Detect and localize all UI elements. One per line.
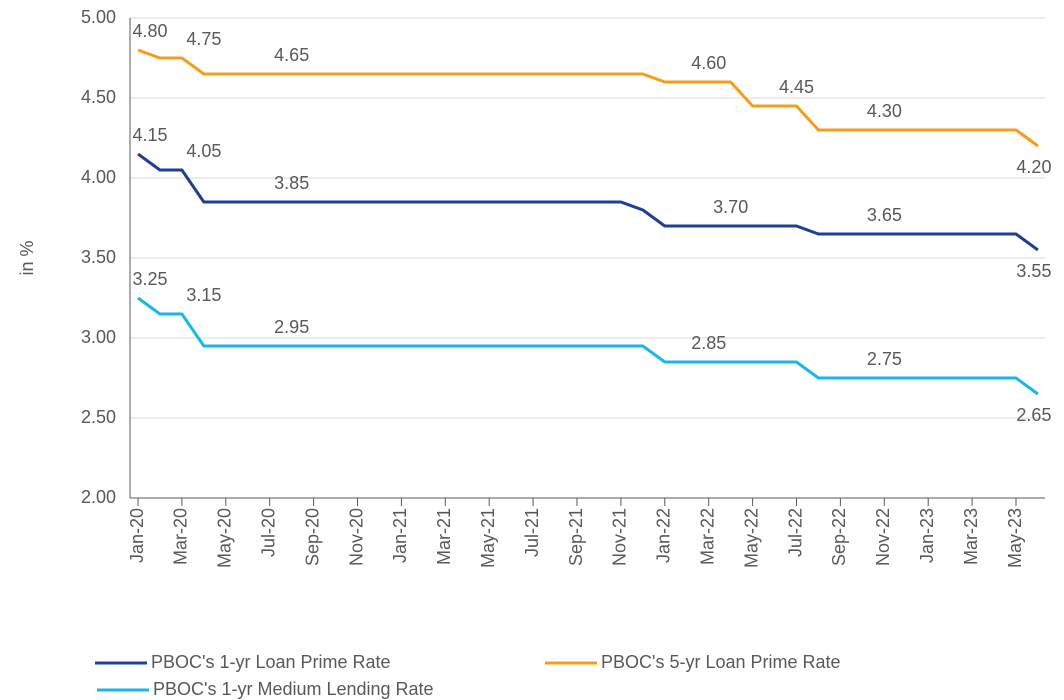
data-label: 3.55 bbox=[1016, 261, 1051, 281]
y-tick-label: 4.00 bbox=[81, 167, 116, 187]
x-tick-label: Mar-23 bbox=[961, 508, 981, 565]
x-tick-label: Sep-22 bbox=[829, 508, 849, 566]
x-tick-label: Jan-20 bbox=[127, 508, 147, 563]
data-label: 3.85 bbox=[274, 173, 309, 193]
legend-label: PBOC's 5-yr Loan Prime Rate bbox=[601, 652, 841, 672]
x-tick-label: Nov-22 bbox=[873, 508, 893, 566]
y-tick-label: 5.00 bbox=[81, 7, 116, 27]
data-label: 4.80 bbox=[132, 21, 167, 41]
x-tick-label: Mar-20 bbox=[171, 508, 191, 565]
x-tick-label: Jan-22 bbox=[654, 508, 674, 563]
x-tick-label: Jul-20 bbox=[258, 508, 278, 557]
legend-label: PBOC's 1-yr Loan Prime Rate bbox=[151, 652, 391, 672]
data-label: 4.65 bbox=[274, 45, 309, 65]
x-tick-label: Sep-21 bbox=[566, 508, 586, 566]
data-label: 2.75 bbox=[867, 349, 902, 369]
x-tick-label: Jul-21 bbox=[522, 508, 542, 557]
legend-label: PBOC's 1-yr Medium Lending Rate bbox=[153, 679, 434, 699]
x-tick-label: May-22 bbox=[741, 508, 761, 568]
data-label: 3.70 bbox=[713, 197, 748, 217]
y-axis-label: in % bbox=[17, 240, 37, 275]
data-label: 2.85 bbox=[691, 333, 726, 353]
data-label: 4.45 bbox=[779, 77, 814, 97]
y-tick-label: 2.00 bbox=[81, 487, 116, 507]
series-line bbox=[137, 152, 1039, 252]
series-line bbox=[137, 48, 1039, 148]
data-label: 4.75 bbox=[186, 29, 221, 49]
x-tick-label: Jan-21 bbox=[390, 508, 410, 563]
x-tick-label: Sep-20 bbox=[302, 508, 322, 566]
x-tick-label: Nov-21 bbox=[610, 508, 630, 566]
data-label: 3.25 bbox=[132, 269, 167, 289]
data-label: 3.65 bbox=[867, 205, 902, 225]
x-tick-label: Jan-23 bbox=[917, 508, 937, 563]
x-tick-label: Jul-22 bbox=[785, 508, 805, 557]
x-tick-label: May-20 bbox=[215, 508, 235, 568]
y-tick-label: 4.50 bbox=[81, 87, 116, 107]
data-label: 3.15 bbox=[186, 285, 221, 305]
x-tick-label: May-23 bbox=[1005, 508, 1025, 568]
data-label: 4.30 bbox=[867, 101, 902, 121]
y-tick-label: 3.00 bbox=[81, 327, 116, 347]
data-label: 2.65 bbox=[1016, 405, 1051, 425]
data-label: 4.20 bbox=[1016, 157, 1051, 177]
data-label: 4.60 bbox=[691, 53, 726, 73]
series-line bbox=[137, 296, 1039, 396]
y-tick-label: 3.50 bbox=[81, 247, 116, 267]
x-tick-label: Mar-21 bbox=[434, 508, 454, 565]
x-tick-label: May-21 bbox=[478, 508, 498, 568]
data-label: 4.15 bbox=[132, 125, 167, 145]
data-label: 4.05 bbox=[186, 141, 221, 161]
x-tick-label: Nov-20 bbox=[346, 508, 366, 566]
y-tick-label: 2.50 bbox=[81, 407, 116, 427]
x-tick-label: Mar-22 bbox=[697, 508, 717, 565]
data-label: 2.95 bbox=[274, 317, 309, 337]
